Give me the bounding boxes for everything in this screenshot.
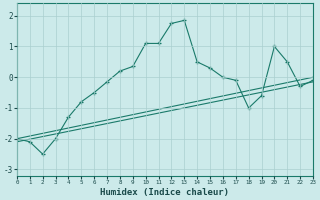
X-axis label: Humidex (Indice chaleur): Humidex (Indice chaleur) [100,188,229,197]
